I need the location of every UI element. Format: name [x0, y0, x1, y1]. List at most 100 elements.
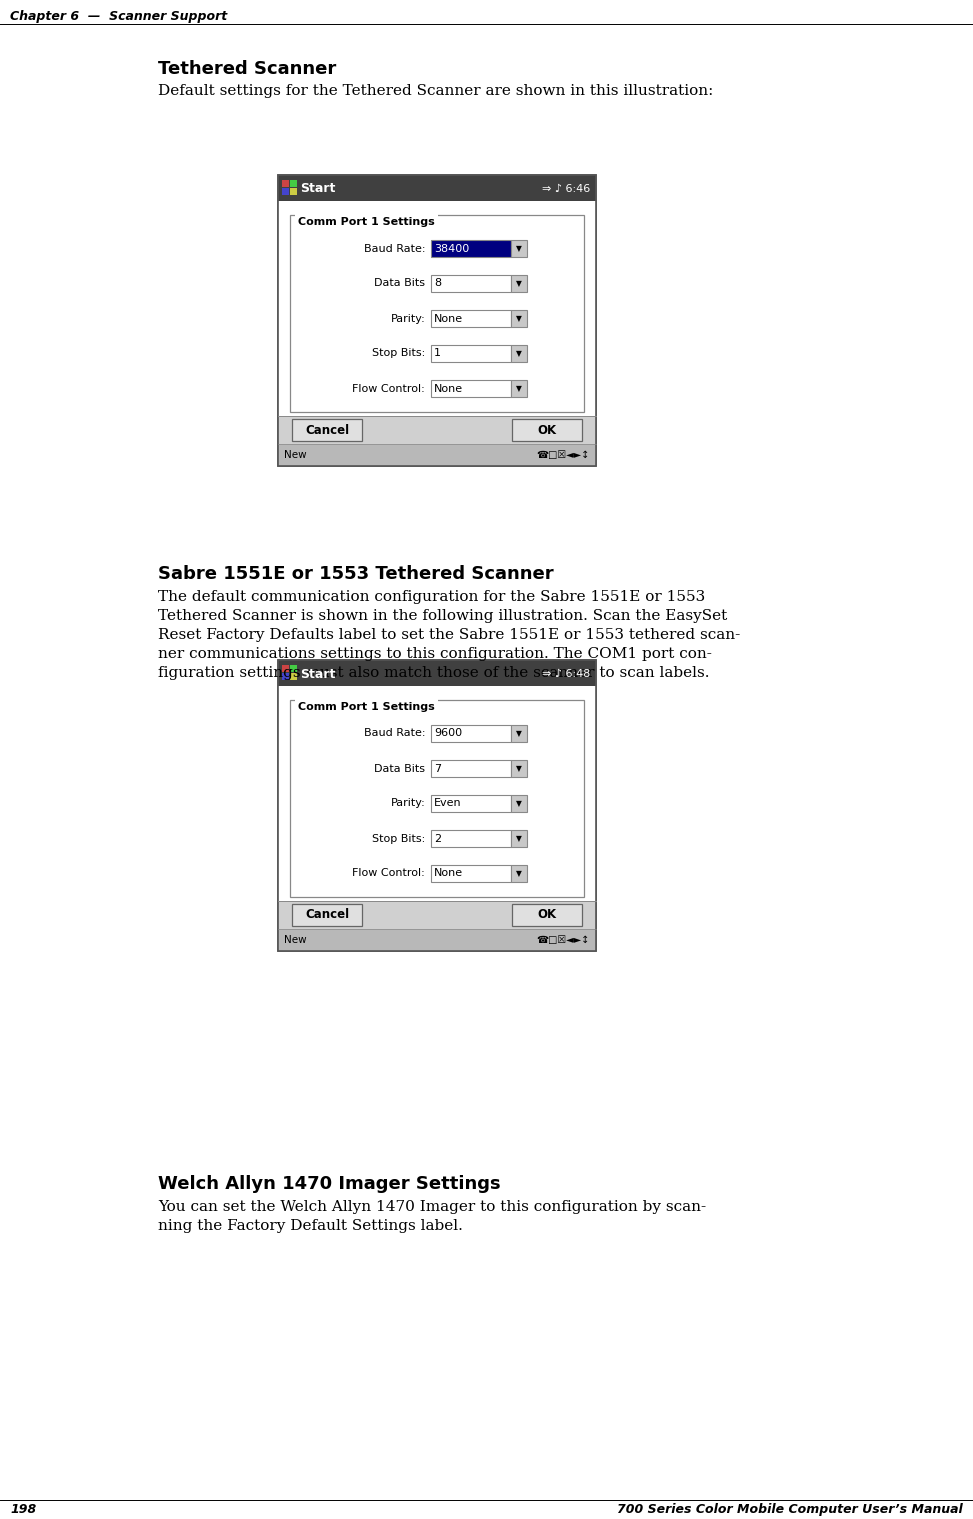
Bar [278, 175, 596, 466]
Text: Cancel: Cancel [305, 908, 349, 922]
Bar [282, 188, 289, 194]
Text: Tethered Scanner is shown in the following illustration. Scan the EasySet: Tethered Scanner is shown in the followi… [158, 609, 727, 623]
Bar [511, 864, 527, 883]
Text: 9600: 9600 [434, 729, 462, 738]
Text: ▼: ▼ [517, 314, 523, 324]
Text: You can set the Welch Allyn 1470 Imager to this configuration by scan-: You can set the Welch Allyn 1470 Imager … [158, 1200, 706, 1214]
Text: Baud Rate:: Baud Rate: [364, 729, 425, 738]
Bar [511, 275, 527, 292]
Bar [431, 240, 511, 257]
Text: 38400: 38400 [434, 243, 469, 254]
Bar [431, 345, 511, 362]
Text: Flow Control:: Flow Control: [352, 869, 425, 878]
Bar [278, 175, 596, 466]
Text: Parity:: Parity: [390, 313, 425, 324]
Bar [511, 829, 527, 848]
Bar [511, 310, 527, 327]
Bar [431, 725, 511, 741]
Text: 198: 198 [10, 1502, 36, 1516]
Text: Welch Allyn 1470 Imager Settings: Welch Allyn 1470 Imager Settings [158, 1176, 501, 1192]
Bar [290, 665, 297, 671]
Text: ▼: ▼ [517, 764, 523, 773]
Text: New: New [284, 450, 306, 460]
Bar [511, 240, 527, 257]
Bar [278, 175, 596, 201]
Text: ☎□☒◄►↕: ☎□☒◄►↕ [537, 450, 590, 460]
Text: Baud Rate:: Baud Rate: [364, 243, 425, 254]
Text: Comm Port 1 Settings: Comm Port 1 Settings [298, 702, 435, 712]
Text: figuration settings must also match those of the scanner to scan labels.: figuration settings must also match thos… [158, 665, 709, 681]
Text: None: None [434, 383, 463, 393]
Bar [512, 419, 582, 441]
Text: ▼: ▼ [517, 245, 523, 254]
Bar [290, 188, 297, 194]
Text: ☎□☒◄►↕: ☎□☒◄►↕ [537, 936, 590, 945]
Bar [431, 275, 511, 292]
Text: The default communication configuration for the Sabre 1551E or 1553: The default communication configuration … [158, 589, 705, 605]
Text: ning the Factory Default Settings label.: ning the Factory Default Settings label. [158, 1220, 463, 1233]
Text: 7: 7 [434, 764, 441, 773]
Text: Data Bits: Data Bits [375, 764, 425, 773]
Bar [292, 419, 362, 441]
Bar [431, 864, 511, 883]
Bar [278, 201, 596, 416]
Bar [290, 673, 297, 681]
Bar [290, 216, 584, 412]
Text: OK: OK [537, 424, 557, 436]
Text: ⇒ ♪ 6:48: ⇒ ♪ 6:48 [542, 668, 590, 679]
Text: Sabre 1551E or 1553 Tethered Scanner: Sabre 1551E or 1553 Tethered Scanner [158, 565, 554, 583]
Bar [278, 659, 596, 951]
Text: Even: Even [434, 799, 462, 808]
Bar [278, 901, 596, 930]
Bar [290, 700, 584, 898]
Text: None: None [434, 869, 463, 878]
Bar [278, 659, 596, 951]
Text: Tethered Scanner: Tethered Scanner [158, 59, 337, 77]
Text: Cancel: Cancel [305, 424, 349, 436]
Bar [431, 794, 511, 813]
Text: 1: 1 [434, 348, 441, 358]
Bar [278, 930, 596, 951]
Bar [512, 904, 582, 927]
Bar [282, 179, 289, 187]
Bar [431, 380, 511, 396]
Bar [282, 665, 289, 671]
Bar [278, 416, 596, 444]
Text: ner communications settings to this configuration. The COM1 port con-: ner communications settings to this conf… [158, 647, 712, 661]
Bar [292, 904, 362, 927]
Text: ▼: ▼ [517, 869, 523, 878]
Bar [278, 687, 596, 901]
Bar [431, 310, 511, 327]
Text: Chapter 6  —  Scanner Support: Chapter 6 — Scanner Support [10, 11, 228, 23]
Text: ▼: ▼ [517, 799, 523, 808]
Bar [511, 760, 527, 778]
Text: Start: Start [300, 182, 336, 196]
Bar [431, 829, 511, 848]
Text: None: None [434, 313, 463, 324]
Bar [511, 380, 527, 396]
Text: ⇒ ♪ 6:46: ⇒ ♪ 6:46 [542, 184, 590, 194]
Bar [511, 725, 527, 741]
Text: OK: OK [537, 908, 557, 922]
Bar [282, 673, 289, 681]
Bar [278, 444, 596, 466]
Text: Parity:: Parity: [390, 799, 425, 808]
Text: ▼: ▼ [517, 279, 523, 289]
Text: ▼: ▼ [517, 834, 523, 843]
Bar [511, 794, 527, 813]
Bar [511, 345, 527, 362]
Text: New: New [284, 936, 306, 945]
Text: Flow Control:: Flow Control: [352, 383, 425, 393]
Text: 2: 2 [434, 834, 441, 843]
Bar [431, 760, 511, 778]
Text: Default settings for the Tethered Scanner are shown in this illustration:: Default settings for the Tethered Scanne… [158, 84, 713, 99]
Text: ▼: ▼ [517, 729, 523, 738]
Text: ▼: ▼ [517, 384, 523, 393]
Text: ▼: ▼ [517, 349, 523, 358]
Bar [290, 179, 297, 187]
Text: Comm Port 1 Settings: Comm Port 1 Settings [298, 217, 435, 226]
Text: Stop Bits:: Stop Bits: [372, 834, 425, 843]
Bar [278, 659, 596, 687]
Text: Start: Start [300, 667, 336, 681]
Text: Stop Bits:: Stop Bits: [372, 348, 425, 358]
